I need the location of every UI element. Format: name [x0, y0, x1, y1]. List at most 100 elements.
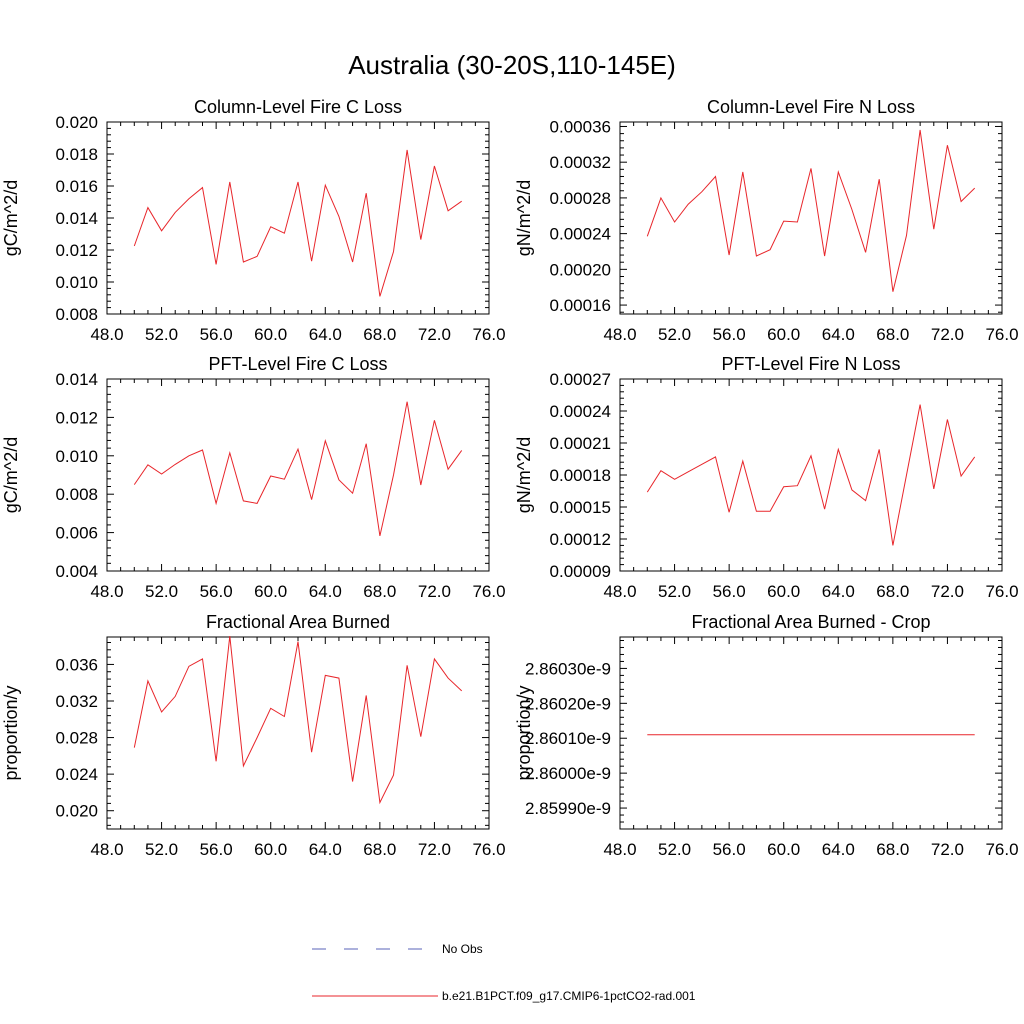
- y-axis-label: gC/m^2/d: [1, 180, 21, 256]
- series-line: [133, 149, 462, 297]
- panel-title: Column-Level Fire C Loss: [194, 97, 402, 117]
- x-tick-label: 76.0: [985, 582, 1018, 601]
- legend-label-no-obs: No Obs: [442, 942, 483, 956]
- plot-frame: [106, 378, 490, 572]
- x-tick-label: 60.0: [254, 582, 287, 601]
- x-tick-label: 48.0: [90, 840, 123, 859]
- y-tick-label: 0.00009: [550, 562, 611, 581]
- y-tick-label: 0.00020: [550, 260, 611, 279]
- x-tick-label: 48.0: [90, 325, 123, 344]
- y-tick-label: 0.020: [55, 802, 98, 821]
- x-tick-label: 56.0: [200, 840, 233, 859]
- panel-title: Column-Level Fire N Loss: [707, 97, 915, 117]
- x-tick-label: 56.0: [713, 325, 746, 344]
- x-tick-label: 68.0: [363, 840, 396, 859]
- y-tick-label: 2.86030e-9: [525, 659, 611, 678]
- plot-frame: [106, 121, 490, 315]
- series-line: [133, 636, 463, 805]
- panel-2: Column-Level Fire N Loss gN/m^2/d 48.0 52.0…: [514, 97, 1019, 344]
- plot-frame: [619, 636, 1003, 830]
- x-tick-label: 60.0: [254, 325, 287, 344]
- x-tick-label: 48.0: [603, 582, 636, 601]
- x-tick-label: 48.0: [90, 582, 123, 601]
- x-tick-label: 68.0: [876, 325, 909, 344]
- panel-title: Fractional Area Burned: [206, 612, 390, 632]
- x-tick-label: 68.0: [363, 582, 396, 601]
- y-axis-label: gN/m^2/d: [514, 437, 534, 513]
- x-tick-label: 64.0: [822, 325, 855, 344]
- x-tick-label: 72.0: [418, 840, 451, 859]
- y-tick-label: 0.024: [55, 765, 98, 784]
- x-tick-label: 60.0: [767, 325, 800, 344]
- x-tick-label: 72.0: [931, 840, 964, 859]
- x-tick-label: 56.0: [200, 582, 233, 601]
- y-tick-label: 0.00024: [550, 402, 611, 421]
- x-tick-label: 48.0: [603, 840, 636, 859]
- x-tick-label: 56.0: [713, 582, 746, 601]
- y-tick-label: 2.85990e-9: [525, 799, 611, 818]
- y-tick-label: 0.00016: [550, 296, 611, 315]
- x-tick-label: 72.0: [418, 325, 451, 344]
- y-tick-label: 0.036: [55, 655, 98, 674]
- x-tick-label: 68.0: [876, 582, 909, 601]
- x-tick-label: 76.0: [472, 840, 505, 859]
- x-tick-label: 72.0: [931, 582, 964, 601]
- panel-1: Column-Level Fire C Loss gC/m^2/d 48.0 52.0…: [1, 97, 506, 344]
- y-tick-label: 0.012: [55, 241, 98, 260]
- x-tick-label: 56.0: [200, 325, 233, 344]
- y-tick-label: 0.020: [55, 113, 98, 132]
- y-tick-label: 0.00012: [550, 530, 611, 549]
- y-tick-label: 0.00024: [550, 225, 611, 244]
- y-tick-label: 0.010: [55, 447, 98, 466]
- y-tick-label: 2.86000e-9: [525, 764, 611, 783]
- panel-title: PFT-Level Fire N Loss: [721, 354, 900, 374]
- legend-label-model-run: b.e21.B1PCT.f09_g17.CMIP6-1pctCO2-rad.00…: [442, 989, 696, 1003]
- y-tick-label: 2.86020e-9: [525, 694, 611, 713]
- y-axis-label: gN/m^2/d: [514, 180, 534, 256]
- x-tick-label: 68.0: [363, 325, 396, 344]
- plot-frame: [619, 378, 1003, 572]
- y-tick-label: 0.00027: [550, 370, 611, 389]
- panel-5: Fractional Area Burned proportion/y 48.0 52…: [1, 612, 506, 859]
- x-tick-label: 60.0: [254, 840, 287, 859]
- panel-title: PFT-Level Fire C Loss: [208, 354, 387, 374]
- x-tick-label: 60.0: [767, 840, 800, 859]
- y-tick-label: 0.014: [55, 209, 98, 228]
- legend: No Obs b.e21.B1PCT.f09_g17.CMIP6-1pctCO2…: [312, 942, 696, 1003]
- y-tick-label: 0.004: [55, 562, 98, 581]
- y-axis-label: gC/m^2/d: [1, 437, 21, 513]
- series-line: [133, 401, 463, 537]
- x-tick-label: 52.0: [658, 582, 691, 601]
- x-tick-label: 64.0: [309, 582, 342, 601]
- x-tick-label: 52.0: [145, 840, 178, 859]
- y-tick-label: 0.00032: [550, 153, 611, 172]
- x-tick-label: 64.0: [822, 582, 855, 601]
- x-tick-label: 64.0: [309, 840, 342, 859]
- y-tick-label: 0.032: [55, 692, 98, 711]
- y-axis-label: proportion/y: [514, 685, 534, 780]
- figure-title: Australia (30-20S,110-145E): [348, 50, 676, 80]
- x-tick-label: 64.0: [822, 840, 855, 859]
- y-tick-label: 0.008: [55, 485, 98, 504]
- panels: Column-Level Fire C Loss gC/m^2/d 48.0 52.0…: [1, 97, 1019, 859]
- x-tick-label: 76.0: [472, 325, 505, 344]
- x-tick-label: 76.0: [985, 840, 1018, 859]
- panel-3: PFT-Level Fire C Loss gC/m^2/d 48.0 52.0 56.…: [1, 354, 506, 601]
- x-tick-label: 52.0: [658, 840, 691, 859]
- panel-title: Fractional Area Burned - Crop: [691, 612, 930, 632]
- y-tick-label: 0.00018: [550, 466, 611, 485]
- x-tick-label: 52.0: [145, 582, 178, 601]
- series-line: [646, 404, 976, 546]
- y-tick-label: 0.00036: [550, 117, 611, 136]
- y-tick-label: 0.012: [55, 408, 98, 427]
- y-tick-label: 0.00021: [550, 434, 611, 453]
- y-tick-label: 2.86010e-9: [525, 729, 611, 748]
- panel-6: Fractional Area Burned - Crop proportion/…: [514, 612, 1019, 859]
- y-tick-label: 0.008: [55, 305, 98, 324]
- x-tick-label: 76.0: [472, 582, 505, 601]
- x-tick-label: 72.0: [418, 582, 451, 601]
- x-tick-label: 56.0: [713, 840, 746, 859]
- y-tick-label: 0.010: [55, 273, 98, 292]
- y-tick-label: 0.014: [55, 370, 98, 389]
